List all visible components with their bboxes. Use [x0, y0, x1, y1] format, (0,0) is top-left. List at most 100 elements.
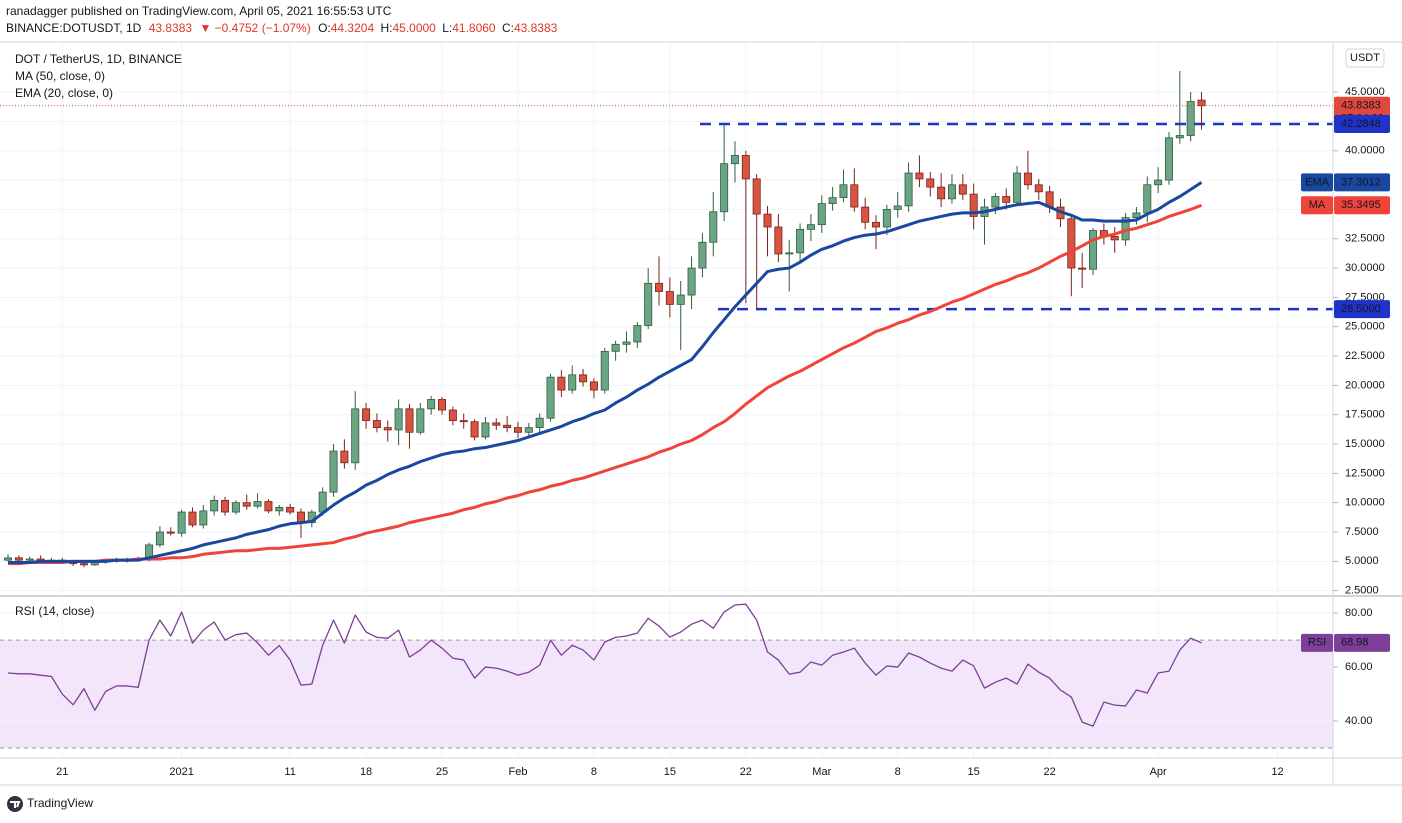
legend-entry: MA (50, close, 0)	[15, 69, 105, 83]
candle-body	[1067, 218, 1076, 269]
grid-layer	[0, 42, 1333, 758]
ohlc-label: H:	[380, 21, 392, 35]
indicator-line	[8, 203, 1203, 566]
candle-body	[199, 510, 208, 526]
legend-entry: EMA (20, close, 0)	[15, 86, 113, 100]
y-tick-label: 80.00	[1345, 607, 1373, 619]
x-tick-label: 12	[1271, 766, 1283, 778]
candle-body	[177, 511, 186, 534]
price-tag	[1334, 196, 1390, 215]
candle-body	[318, 491, 327, 513]
series-tag-name-text: RSI	[1308, 637, 1326, 649]
candle-body	[806, 224, 815, 230]
ohlc-label: C:	[502, 21, 514, 35]
candle-body	[1002, 196, 1011, 203]
price-tag-text: 43.8383	[1341, 100, 1381, 112]
candle-body	[882, 209, 891, 228]
candle-body	[351, 408, 360, 464]
candle-body	[4, 557, 13, 561]
unit-label[interactable]: USDT	[1350, 52, 1380, 64]
candle-body	[1089, 230, 1098, 270]
candle-body	[25, 558, 34, 561]
candle-body	[774, 226, 783, 255]
candle-body	[687, 267, 696, 296]
price-tag	[1334, 173, 1390, 192]
rsi-band	[0, 640, 1333, 749]
candle-body	[438, 399, 447, 411]
candle-body	[557, 376, 566, 391]
y-tick-label: 40.00	[1345, 715, 1373, 727]
y-tick-label: 60.00	[1345, 661, 1373, 673]
candle-body	[14, 557, 23, 561]
y-tick-label: 15.0000	[1345, 438, 1385, 450]
y-tick-label: 2.5000	[1345, 585, 1379, 597]
candle-body	[730, 155, 739, 165]
x-tick-label: 18	[360, 766, 372, 778]
candle-body	[1023, 172, 1032, 186]
x-tick-label: Mar	[812, 766, 831, 778]
candle-body	[676, 294, 685, 305]
y-tick-label: 32.5000	[1345, 233, 1385, 245]
candle-body	[383, 427, 392, 431]
quote-line: BINANCE:DOTUSDT, 1D 43.8383 ▼ −0.4752 (−…	[6, 21, 558, 35]
symbol: BINANCE:DOTUSDT, 1D	[6, 21, 142, 35]
x-tick-label: 21	[56, 766, 68, 778]
candle-body	[861, 206, 870, 223]
candle-body	[416, 408, 425, 433]
candle-body	[947, 184, 956, 200]
candle-body	[492, 422, 501, 426]
candle-body	[264, 501, 273, 512]
candle-body	[839, 184, 848, 199]
candle-body	[1154, 179, 1163, 186]
candle-body	[893, 205, 902, 210]
x-tick-label: 15	[968, 766, 980, 778]
logo-text: TradingView	[27, 796, 93, 810]
price-tag	[1334, 114, 1390, 133]
ohlc-value: 41.8060	[452, 21, 496, 35]
candle-body	[1175, 135, 1184, 139]
series-tag-name-text: MA	[1309, 199, 1326, 211]
candle-body	[503, 424, 512, 428]
y-tick-label: 40.0000	[1345, 145, 1385, 157]
candle-body	[470, 421, 479, 438]
candle-body	[1197, 99, 1206, 107]
y-tick-label: 45.0000	[1345, 86, 1385, 98]
candle-body	[275, 506, 284, 512]
candle-body	[622, 341, 631, 345]
legend-title: DOT / TetherUS, 1D, BINANCE	[15, 52, 182, 66]
candle-body	[1110, 235, 1119, 241]
candle-body	[535, 417, 544, 428]
y-tick-label: 7.5000	[1345, 526, 1379, 538]
candle-body	[709, 211, 718, 243]
unit-box[interactable]	[1345, 48, 1385, 68]
x-tick-label: 11	[284, 766, 295, 778]
candle-body	[372, 420, 381, 428]
candle-body	[513, 427, 522, 433]
plot-layer	[0, 70, 1333, 727]
x-tick-label: Apr	[1150, 766, 1167, 778]
candle-body	[546, 376, 555, 419]
candle-body	[763, 213, 772, 228]
ohlc-label: L:	[442, 21, 452, 35]
ohlc-value: 44.3204	[331, 21, 375, 35]
candle-body	[904, 172, 913, 207]
ohlc-label: O:	[318, 21, 331, 35]
candle-body	[817, 203, 826, 226]
candle-body	[210, 499, 219, 512]
price-tag-text: 35.3495	[1341, 199, 1381, 211]
candle-body	[741, 155, 750, 180]
indicator-line	[8, 181, 1203, 564]
candle-body	[405, 408, 414, 433]
x-tick-label: 8	[591, 766, 597, 778]
byline: ranadagger published on TradingView.com,…	[6, 4, 392, 18]
x-tick-label: Feb	[508, 766, 527, 778]
price-tag-text: 26.5000	[1341, 303, 1381, 315]
price-change: ▼ −0.4752 (−1.07%)	[199, 21, 310, 35]
series-tag-name	[1301, 633, 1333, 652]
candle-body	[720, 163, 729, 213]
candle-body	[459, 420, 468, 423]
y-tick-label: 12.5000	[1345, 467, 1385, 479]
logo-icon	[10, 801, 21, 808]
